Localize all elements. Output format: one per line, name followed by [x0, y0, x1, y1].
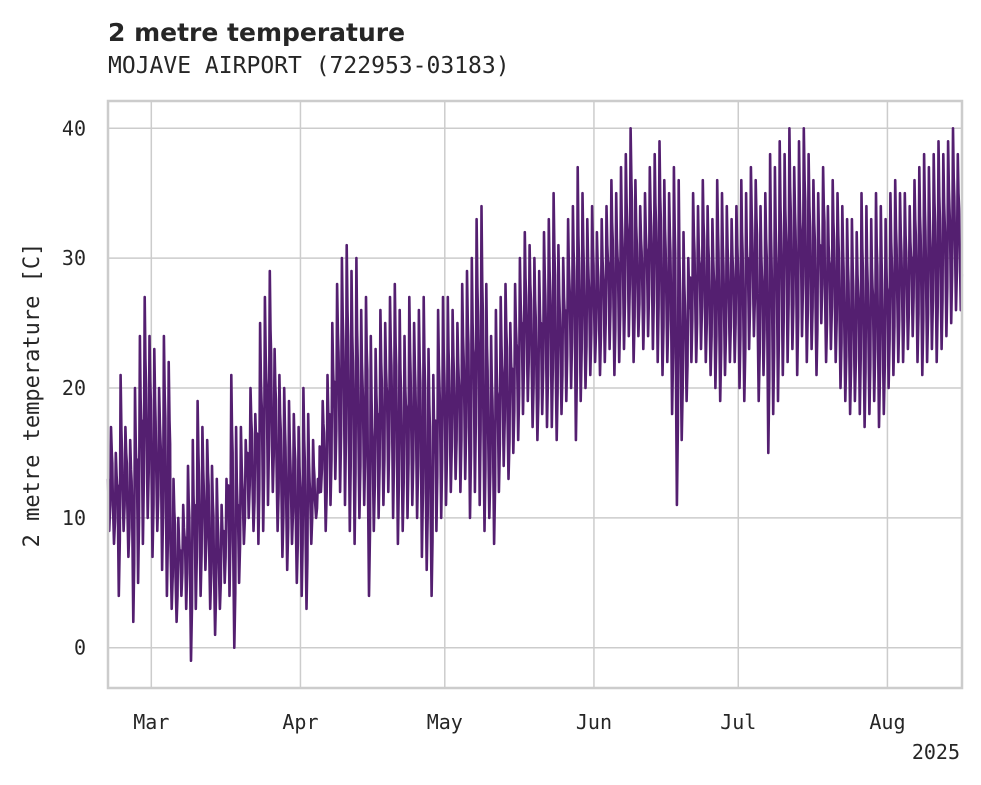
y-tick-label: 0	[74, 636, 86, 660]
x-tick-label: Mar	[133, 710, 169, 734]
y-tick-label: 40	[62, 116, 86, 140]
y-tick-label: 30	[62, 246, 86, 270]
temperature-series-line	[106, 127, 964, 663]
y-tick-label: 10	[62, 506, 86, 530]
plot-frame	[106, 99, 964, 690]
chart-subtitle: MOJAVE AIRPORT (722953-03183)	[108, 53, 510, 79]
y-tick-label: 20	[62, 376, 86, 400]
x-tick-label: Jul	[720, 710, 756, 734]
x-tick-label: Jun	[576, 710, 612, 734]
x-year-label: 2025	[912, 740, 960, 764]
y-axis-label: 2 metre temperature [C]	[20, 243, 45, 548]
x-tick-label: Apr	[282, 710, 318, 734]
plot-area	[106, 127, 964, 663]
x-tick-label: Aug	[869, 710, 905, 734]
y-axis-ticks: 0 10 20 30 40	[62, 116, 86, 659]
chart-title: 2 metre temperature	[108, 18, 405, 47]
x-tick-label: May	[427, 710, 463, 734]
x-axis-ticks: Mar Apr May Jun Jul Aug	[133, 710, 905, 734]
